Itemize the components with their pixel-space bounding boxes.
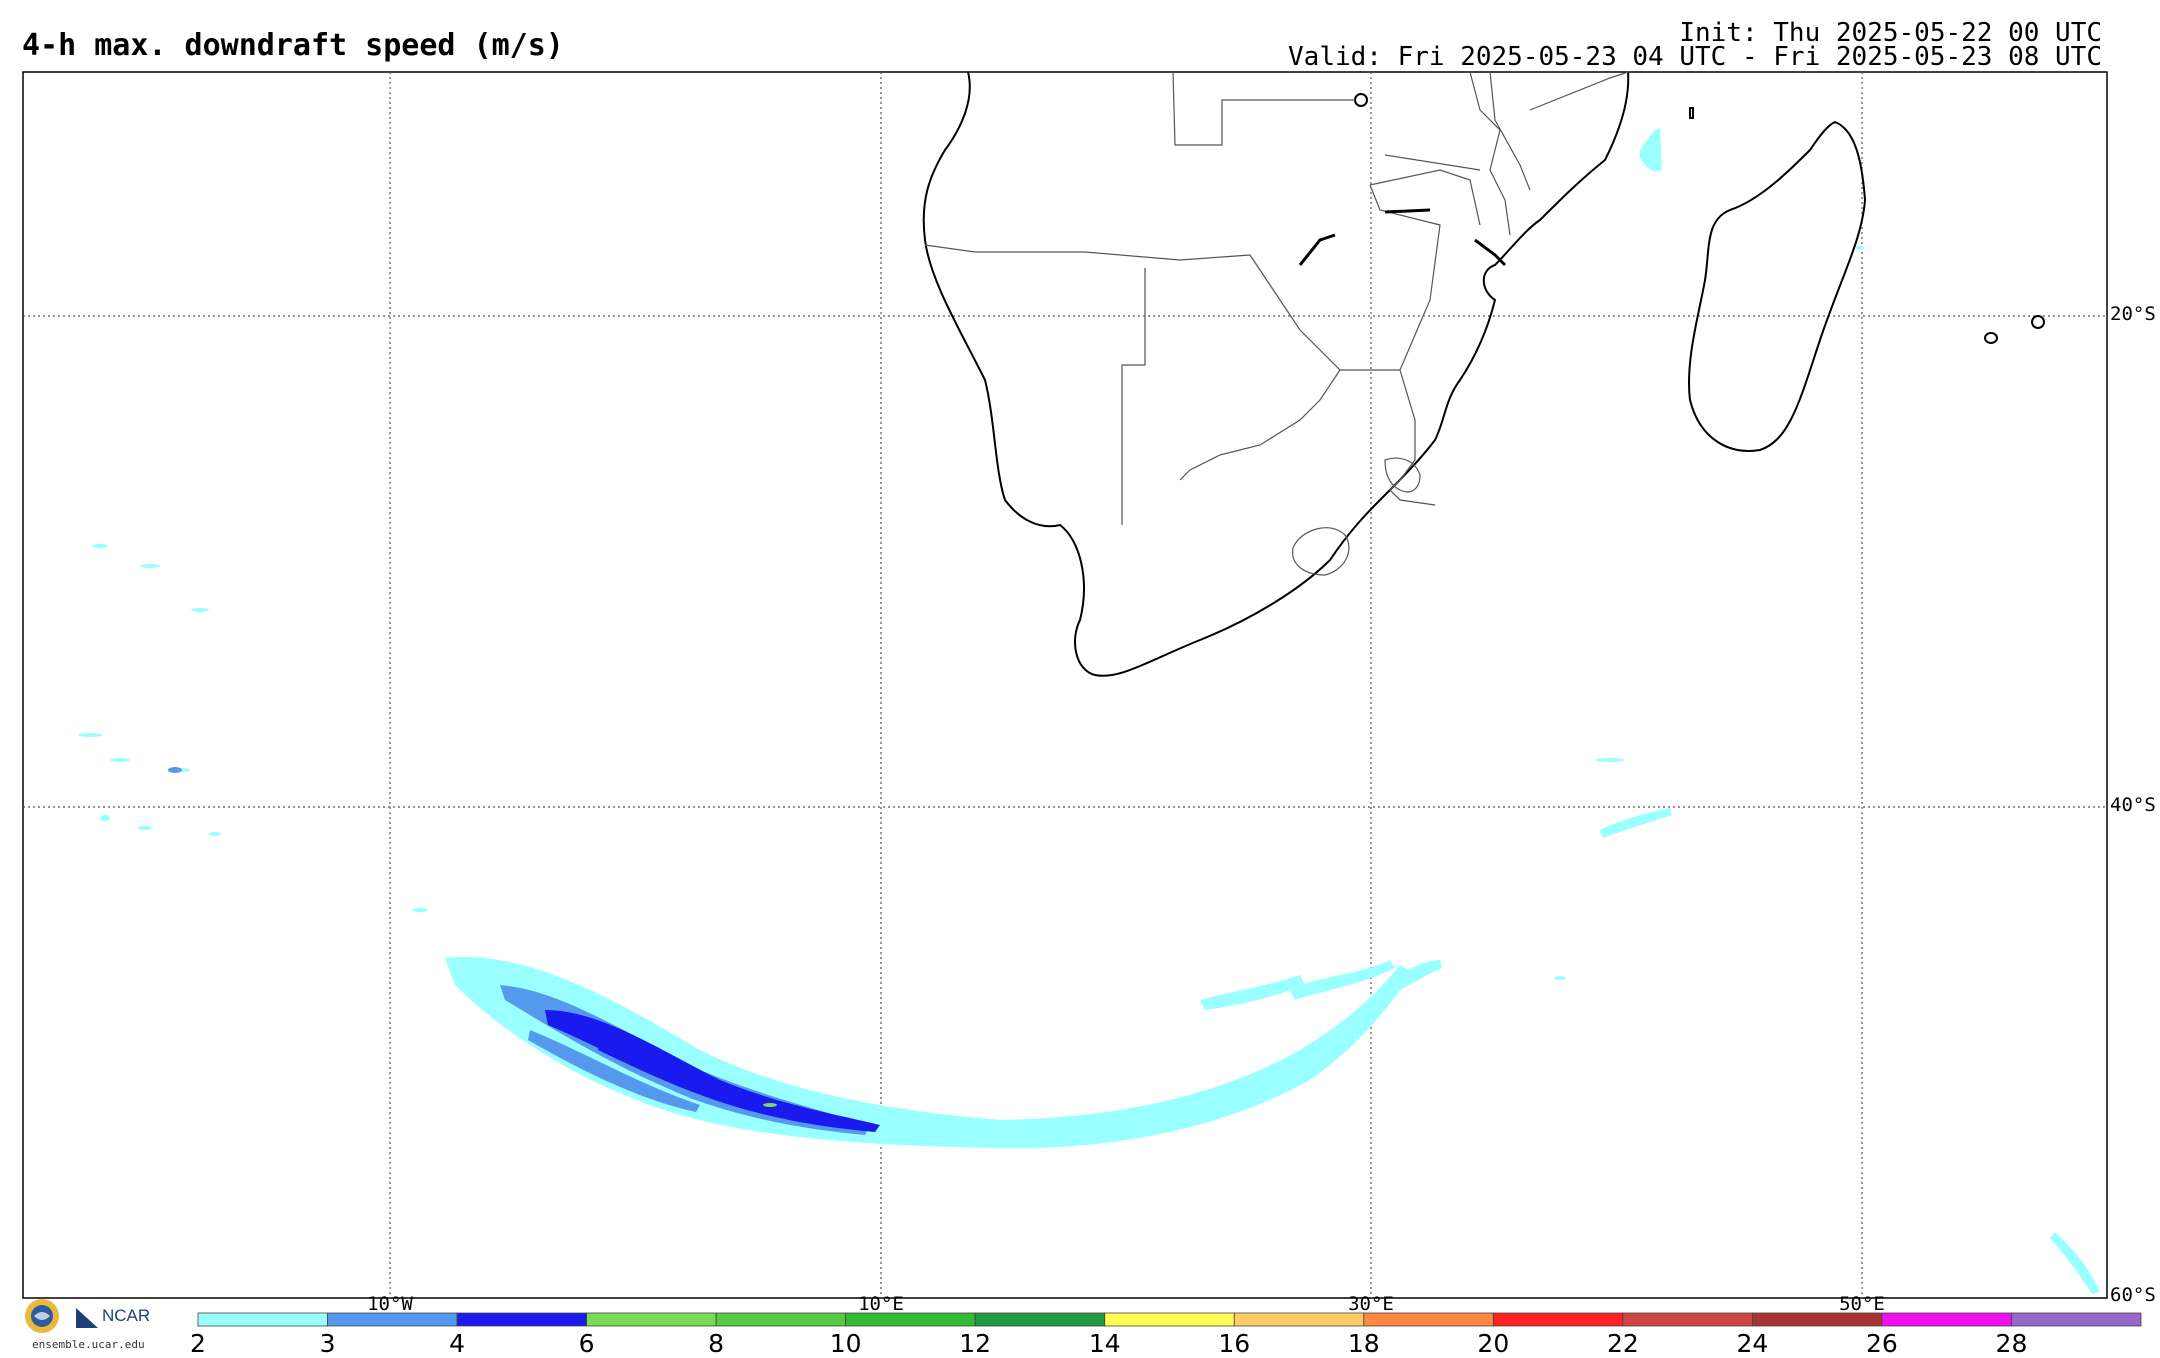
colorbar-tick-label: 24 (1736, 1329, 1769, 1358)
colorbar-tick-label: 6 (578, 1329, 595, 1358)
field-level-4 (545, 1010, 880, 1132)
colorbar-tick-label: 8 (708, 1329, 725, 1358)
nsf-globe-logo-icon (25, 1299, 59, 1333)
site-url: ensemble.ucar.edu (32, 1338, 145, 1351)
colorbar-tick-label: 26 (1866, 1329, 1898, 1358)
colorbar-swatch (586, 1312, 717, 1327)
coastlines (922, 71, 2046, 677)
lon-label-30e: 30°E (1348, 1293, 1394, 1315)
ncar-logo-label: NCAR (102, 1306, 151, 1325)
colorbar-tick-label: 4 (449, 1329, 466, 1358)
colorbar-tick-label: 3 (319, 1329, 336, 1358)
madagascar-coast (1688, 120, 1867, 452)
island-reunion (1984, 332, 1999, 344)
colorbar-swatch (1881, 1312, 2012, 1327)
valid-time: Valid: Fri 2025-05-23 04 UTC - Fri 2025-… (1288, 42, 2102, 72)
lake-victoria-region (1354, 93, 1369, 107)
field-level-2 (78, 128, 2100, 1294)
island-comoros (1689, 107, 1694, 119)
lat-label-60s: 60°S (2110, 1284, 2156, 1306)
africa-coast (922, 71, 1630, 677)
lat-label-40s: 40°S (2110, 794, 2156, 816)
downdraft-field (78, 128, 2100, 1294)
logo-area: NCAR ensemble.ucar.edu (24, 1296, 164, 1352)
colorbar-tick-label: 14 (1088, 1329, 1121, 1358)
lon-label-50e: 50°E (1839, 1293, 1885, 1315)
colorbar-swatch (1104, 1312, 1235, 1327)
colorbar-tick-label: 2 (190, 1329, 206, 1358)
colorbar-swatch (715, 1312, 847, 1327)
colorbar-swatch (456, 1312, 588, 1327)
island-mauritius (2031, 315, 2046, 329)
colorbar-swatch (2011, 1312, 2142, 1327)
colorbar-tick-label: 20 (1477, 1329, 1510, 1358)
colorbar-swatch (1622, 1312, 1753, 1327)
colorbar-swatch (974, 1312, 1106, 1327)
colorbar (197, 1312, 2142, 1327)
colorbar-tick-label: 28 (1995, 1329, 2028, 1358)
lakes (1298, 208, 1507, 267)
colorbar-tick-label: 18 (1347, 1329, 1380, 1358)
colorbar-swatch (197, 1312, 328, 1327)
colorbar-tick-label: 12 (959, 1329, 992, 1358)
graticule (23, 72, 2107, 1298)
colorbar-tick-label: 22 (1606, 1329, 1639, 1358)
colorbar-tick-label: 16 (1218, 1329, 1251, 1358)
lat-label-20s: 20°S (2110, 303, 2156, 325)
map-frame (22, 71, 2108, 1299)
colorbar-tick-label: 10 (829, 1329, 862, 1358)
field-level-6 (763, 1103, 777, 1107)
colorbar-swatch (1492, 1312, 1624, 1327)
lon-label-10w: 10°W (367, 1293, 413, 1315)
map-title: 4-h max. downdraft speed (m/s) (22, 28, 564, 63)
colorbar-swatch (1233, 1312, 1365, 1327)
lon-label-10e: 10°E (858, 1293, 904, 1315)
init-time: Init: Thu 2025-05-22 00 UTC (1679, 18, 2102, 48)
ncar-logo-icon (76, 1308, 98, 1328)
